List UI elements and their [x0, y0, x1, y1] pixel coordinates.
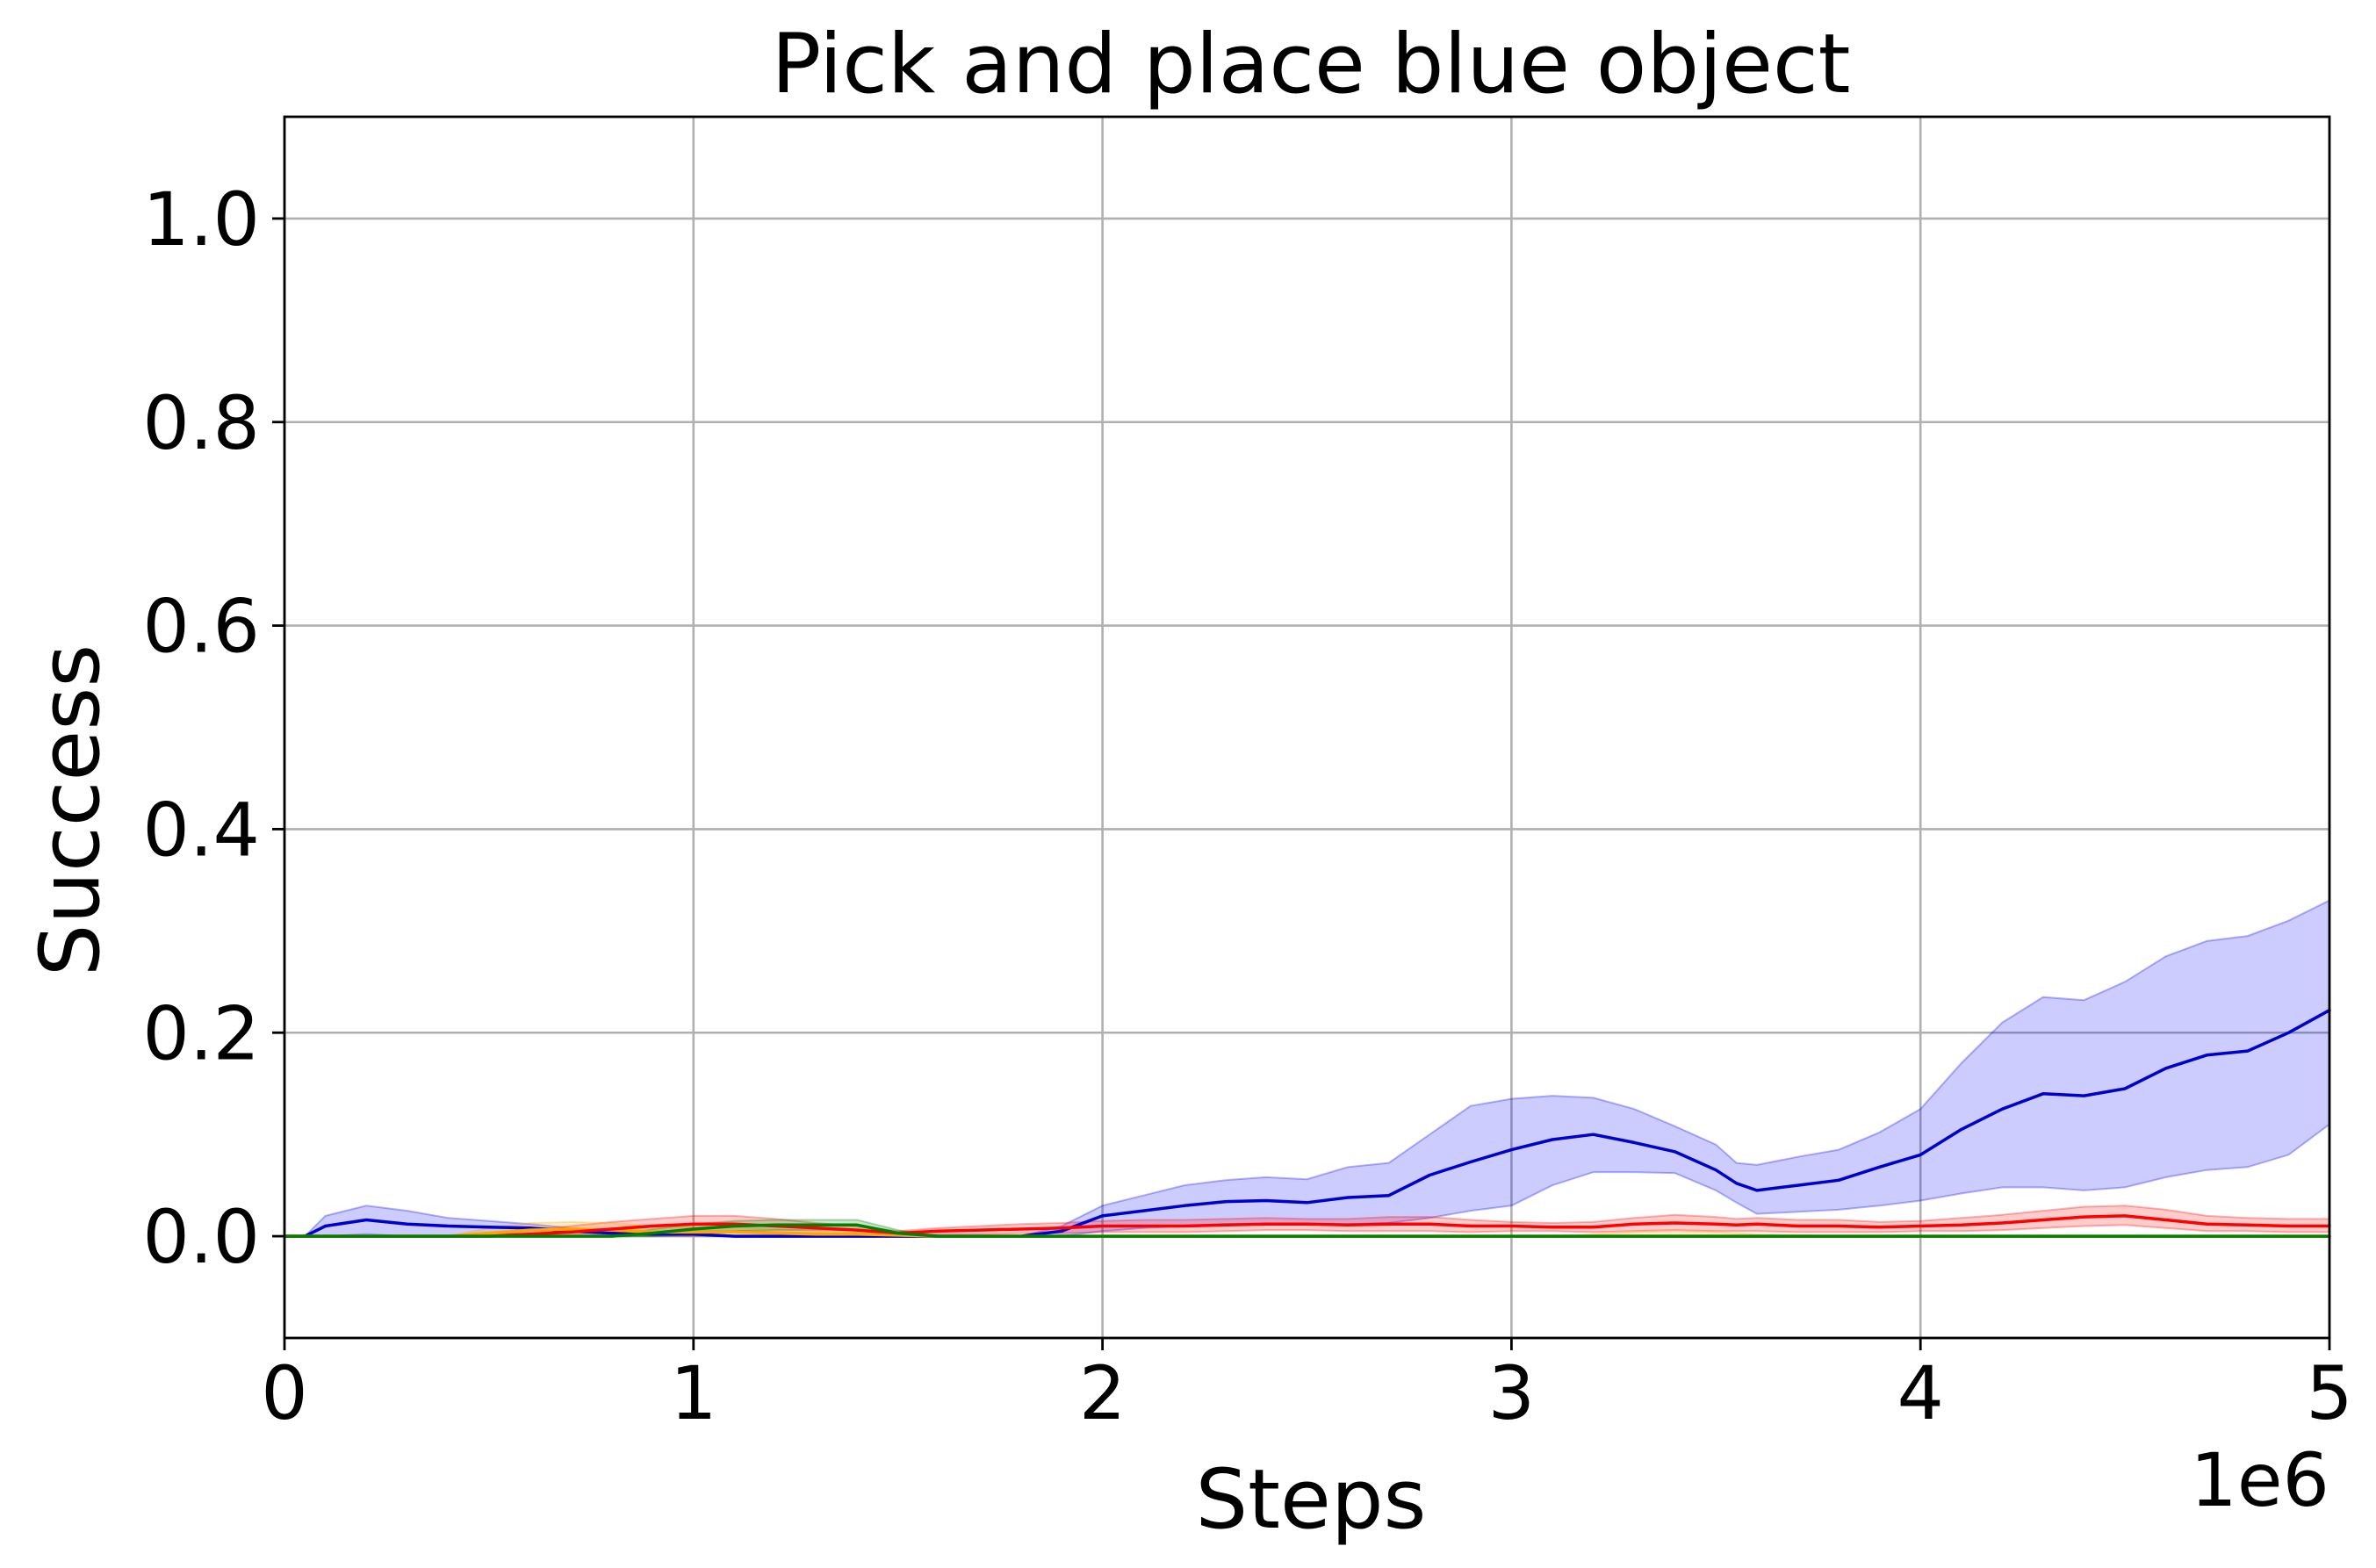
confidence-band [302, 898, 2330, 1238]
x-tick-label: 3 [1488, 1350, 1535, 1436]
chart-title: Pick and place blue object [772, 17, 1851, 112]
y-tick-label: 0.8 [142, 380, 260, 466]
tick-labels: 0 1 2 3 4 5 0.0 0.2 0.4 0.6 0.8 1.0 [142, 176, 2352, 1436]
x-tick-label: 0 [261, 1350, 307, 1436]
x-tick-label: 4 [1897, 1350, 1943, 1436]
y-axis-label: Success [23, 644, 119, 976]
plot-frame [283, 115, 2331, 1340]
y-tick-label: 0.4 [142, 787, 260, 873]
axis-ticks [272, 217, 2331, 1350]
series-line [283, 1008, 2331, 1238]
confidence-bands [302, 898, 2330, 1238]
x-tick-label: 5 [2306, 1350, 2352, 1436]
y-tick-label: 0.2 [142, 990, 260, 1076]
series-lines [283, 1008, 2331, 1238]
x-tick-label: 2 [1079, 1350, 1126, 1436]
x-tick-label: 1 [670, 1350, 716, 1436]
y-tick-label: 1.0 [142, 176, 260, 263]
x-axis-offset-label: 1e6 [2190, 1437, 2329, 1523]
series-line [283, 1214, 2331, 1238]
series-line [283, 1223, 2331, 1238]
y-tick-label: 0.0 [142, 1194, 260, 1280]
x-axis-label: Steps [1196, 1452, 1427, 1548]
y-tick-label: 0.6 [142, 584, 260, 670]
